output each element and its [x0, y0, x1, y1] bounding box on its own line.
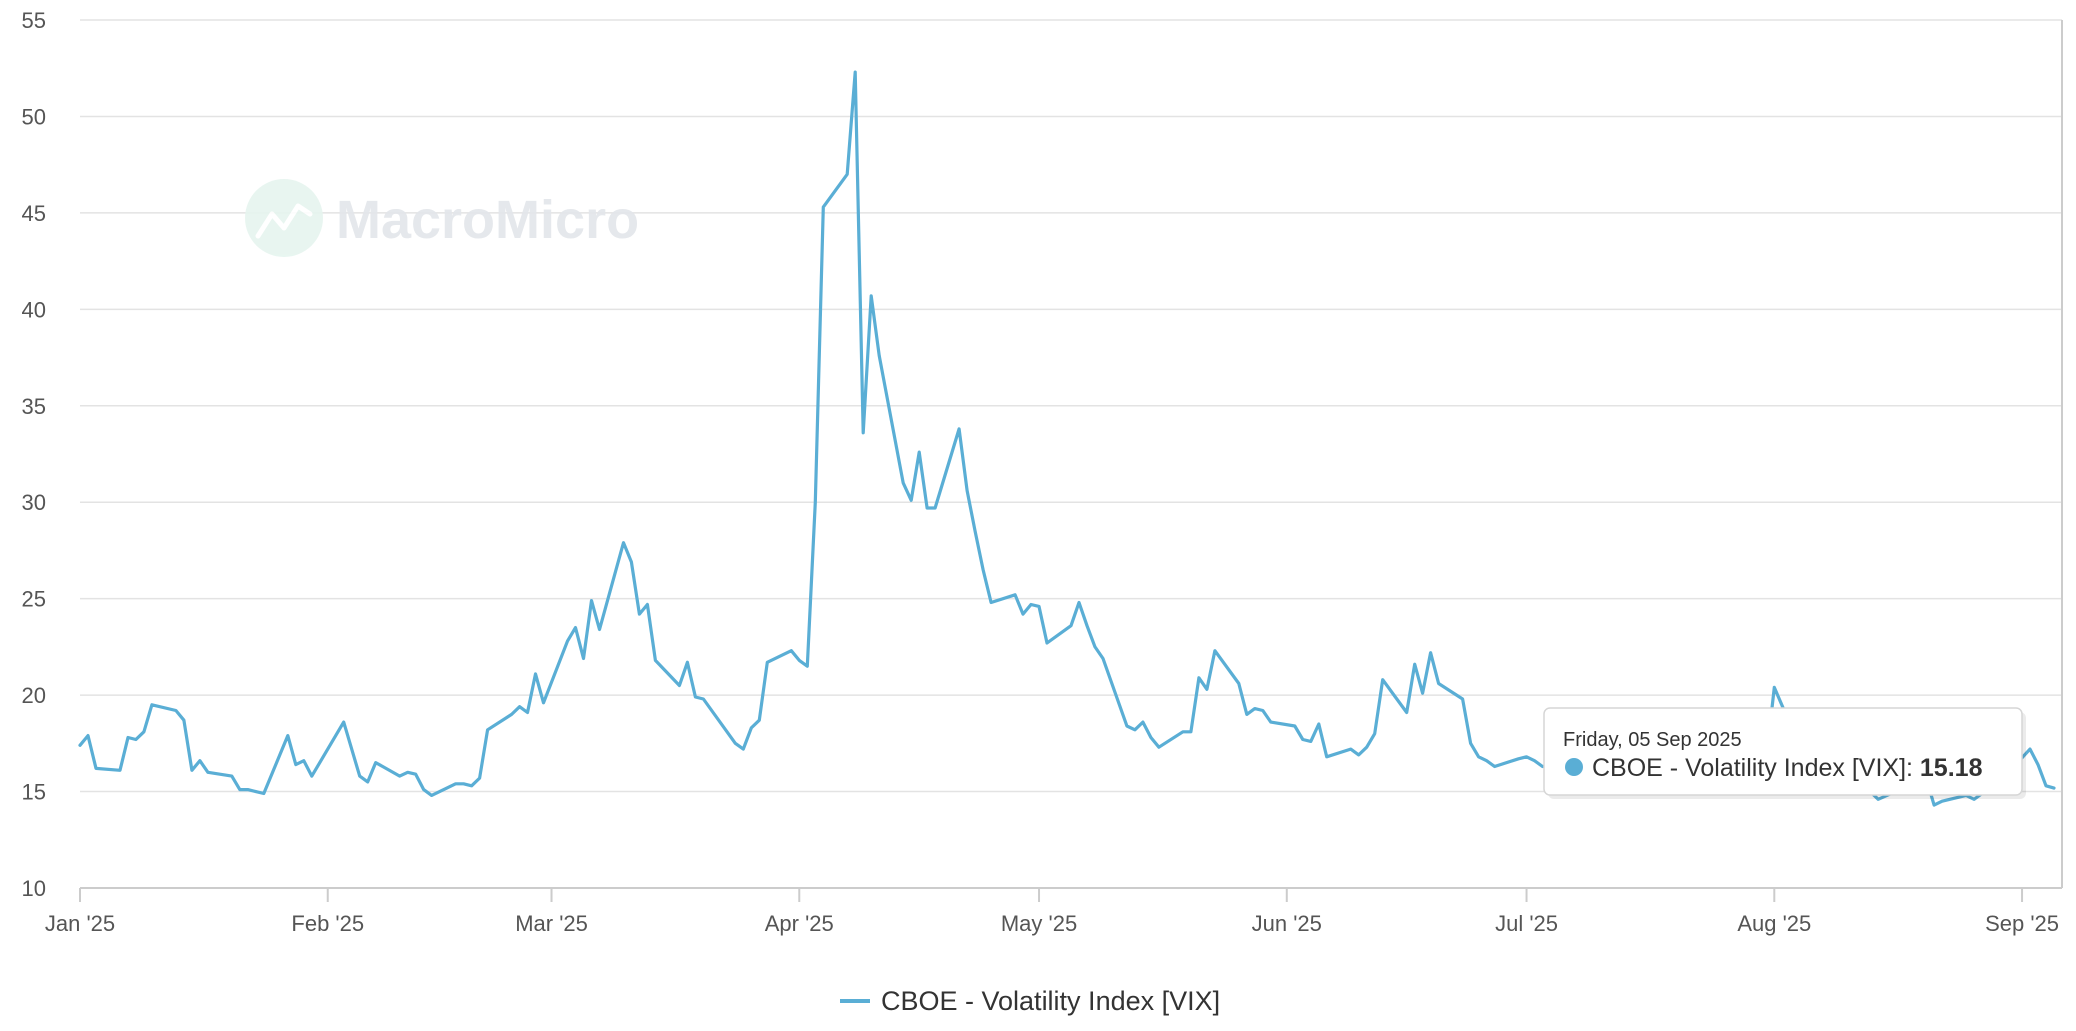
y-tick-label: 30 — [22, 490, 46, 515]
y-tick-label: 40 — [22, 297, 46, 322]
x-tick-label: Mar '25 — [515, 911, 588, 936]
y-tick-label: 20 — [22, 683, 46, 708]
tooltip: Friday, 05 Sep 2025 CBOE - Volatility In… — [1543, 707, 2026, 799]
y-tick-label: 15 — [22, 780, 46, 805]
gridlines — [80, 19, 2062, 793]
x-tick-label: Sep '25 — [1985, 911, 2059, 936]
x-tick-label: Jun '25 — [1252, 911, 1322, 936]
y-tick-labels: 10 15 20 25 30 35 40 45 50 55 — [22, 8, 46, 901]
y-tick-label: 45 — [22, 201, 46, 226]
y-tick-label: 50 — [22, 104, 46, 129]
tooltip-value: 15.18 — [1920, 754, 1983, 782]
legend[interactable]: CBOE - Volatility Index [VIX] — [840, 986, 1220, 1016]
tooltip-date: Friday, 05 Sep 2025 — [1563, 729, 1742, 751]
watermark-logo-icon — [245, 179, 323, 257]
tooltip-series-marker — [1565, 758, 1583, 776]
x-tick-label: May '25 — [1001, 911, 1077, 936]
watermark-text: MacroMicro — [336, 190, 639, 250]
watermark-logo-mark — [255, 203, 313, 239]
axes — [79, 20, 2063, 902]
x-tick-label: Apr '25 — [765, 911, 834, 936]
x-tick-label: Feb '25 — [291, 911, 364, 936]
y-tick-label: 35 — [22, 394, 46, 419]
series-line-0 — [78, 70, 2056, 807]
tooltip-box — [1543, 707, 2023, 796]
x-tick-label: Aug '25 — [1737, 911, 1811, 936]
x-tick-label: Jan '25 — [45, 911, 115, 936]
y-tick-label: 55 — [22, 8, 46, 33]
y-tick-label: 25 — [22, 587, 46, 612]
tooltip-series-label: CBOE - Volatility Index [VIX]: — [1592, 754, 1920, 782]
x-tick-labels: Jan '25 Feb '25 Mar '25 Apr '25 May '25 Jun '… — [45, 911, 2059, 936]
y-tick-label: 10 — [22, 876, 46, 901]
series-layer — [78, 70, 2056, 807]
legend-series-label[interactable]: CBOE - Volatility Index [VIX] — [881, 986, 1220, 1016]
tooltip-series-line: CBOE - Volatility Index [VIX]: 15.18 — [1592, 754, 1983, 782]
macromicro-watermark: MacroMicro — [245, 179, 639, 257]
x-tick-label: Jul '25 — [1495, 911, 1558, 936]
